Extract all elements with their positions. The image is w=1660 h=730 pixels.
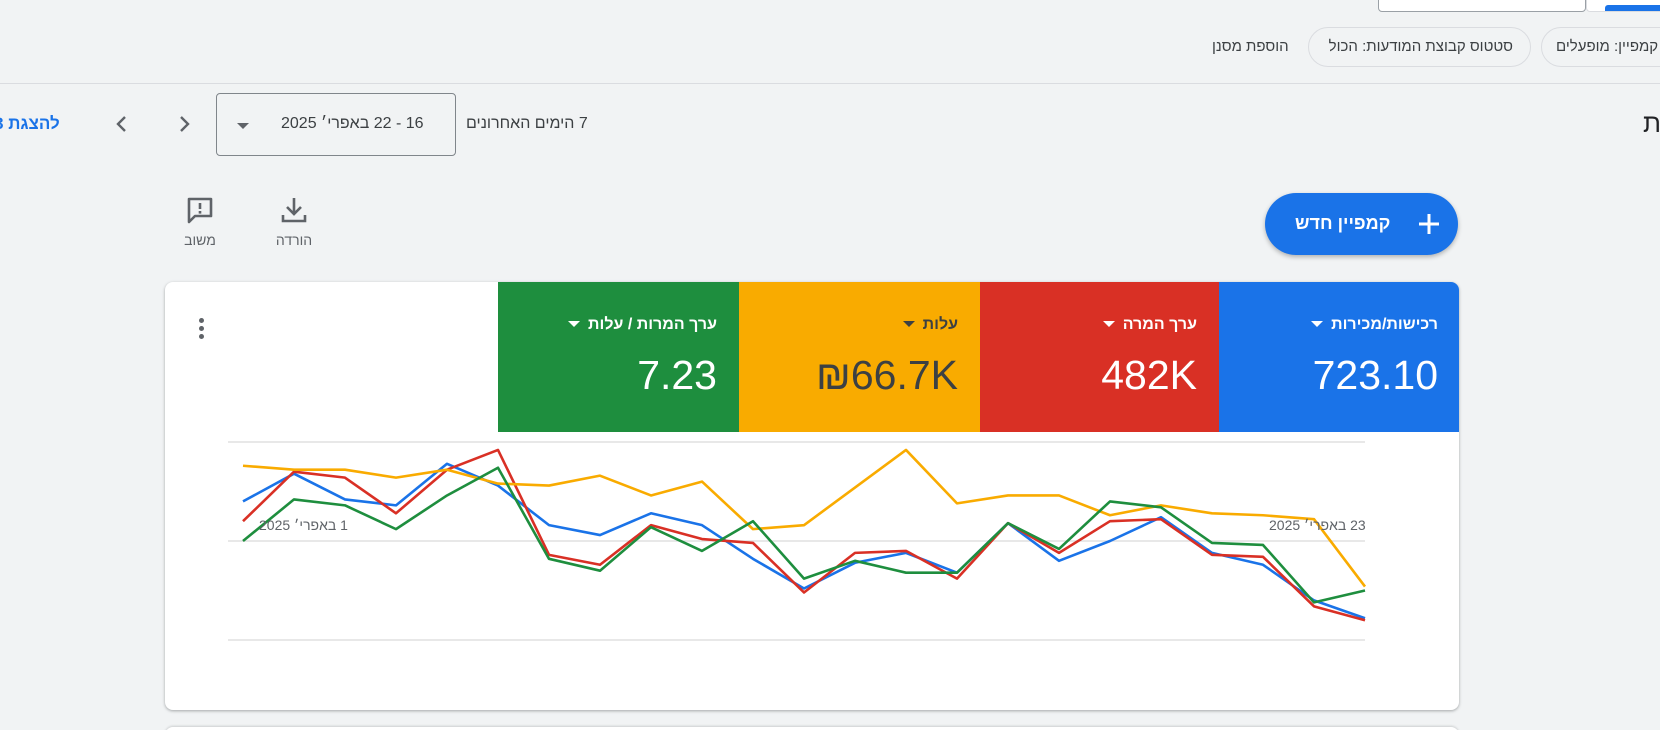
- download-label: הורדה: [275, 232, 313, 248]
- x-axis-start-label: 1 באפרי׳ 2025: [259, 517, 348, 533]
- feedback-label: משוב: [184, 232, 216, 248]
- next-card-stub: [165, 727, 1459, 730]
- chevron-right-icon[interactable]: [172, 112, 196, 136]
- metric-value: 723.10: [1312, 352, 1438, 398]
- feedback-icon: [187, 197, 213, 224]
- metric-value: 7.23: [637, 352, 717, 398]
- metric-tile-roas[interactable]: ערך המרות / עלות 7.23: [498, 282, 739, 432]
- series-line-2: [242, 448, 1367, 588]
- dropdown-caret-icon: [902, 320, 915, 327]
- plus-icon: [1419, 214, 1439, 234]
- page-title: ת: [1643, 108, 1660, 138]
- series-line-3: [242, 466, 1366, 604]
- filter-bar-divider: [0, 83, 1660, 84]
- metric-tile-cost[interactable]: עלות ₪66.7K: [739, 282, 980, 432]
- metric-tile-conversions[interactable]: רכישות/מכירות 723.10: [1219, 282, 1459, 432]
- dropdown-caret-icon: [1102, 320, 1115, 327]
- top-toolbar-tab-stub[interactable]: [1586, 0, 1660, 12]
- download-button[interactable]: הורדה: [264, 196, 324, 248]
- metric-value: ₪66.7K: [816, 352, 958, 398]
- metric-name: ערך המרה: [1102, 316, 1197, 334]
- new-campaign-button[interactable]: קמפיין חדש: [1265, 193, 1458, 255]
- date-range-value: 16 - 22 באפרי׳ 2025: [281, 115, 424, 132]
- date-range-picker[interactable]: 16 - 22 באפרי׳ 2025: [216, 93, 456, 156]
- dropdown-caret-icon: [1311, 320, 1324, 327]
- dropdown-caret-icon: [568, 320, 581, 327]
- chevron-down-icon: [237, 123, 249, 129]
- adgroup-status-filter-chip[interactable]: סטטוס קבוצת המודעות: הכול: [1308, 27, 1531, 67]
- performance-card: רכישות/מכירות 723.10 ערך המרה 482K עלות …: [165, 282, 1459, 710]
- chevron-left-icon[interactable]: [110, 112, 134, 136]
- more-vert-icon[interactable]: [197, 318, 205, 342]
- metric-tile-conversion-value[interactable]: ערך המרה 482K: [978, 282, 1219, 432]
- date-range-label: 7 הימים האחרונים: [466, 115, 588, 132]
- top-toolbar-button-stub[interactable]: [1378, 0, 1586, 12]
- download-icon: [281, 198, 307, 223]
- feedback-button[interactable]: משוב: [170, 196, 230, 248]
- performance-line-chart: [228, 441, 1367, 641]
- compare-link[interactable]: להצגת 8: [0, 114, 60, 133]
- series-line-1: [242, 448, 1366, 622]
- series-line-0: [242, 462, 1366, 620]
- metric-name: רכישות/מכירות: [1311, 316, 1438, 334]
- metric-name: ערך המרות / עלות: [568, 316, 717, 334]
- new-campaign-label: קמפיין חדש: [1295, 213, 1391, 233]
- add-filter-button[interactable]: הוספת מסנן: [1212, 38, 1289, 55]
- x-axis-end-label: 23 באפרי׳ 2025: [1269, 517, 1366, 533]
- metric-value: 482K: [1101, 352, 1197, 398]
- campaign-status-filter-chip[interactable]: קמפיין: מופעלים: [1541, 27, 1660, 67]
- metric-name: עלות: [902, 316, 958, 334]
